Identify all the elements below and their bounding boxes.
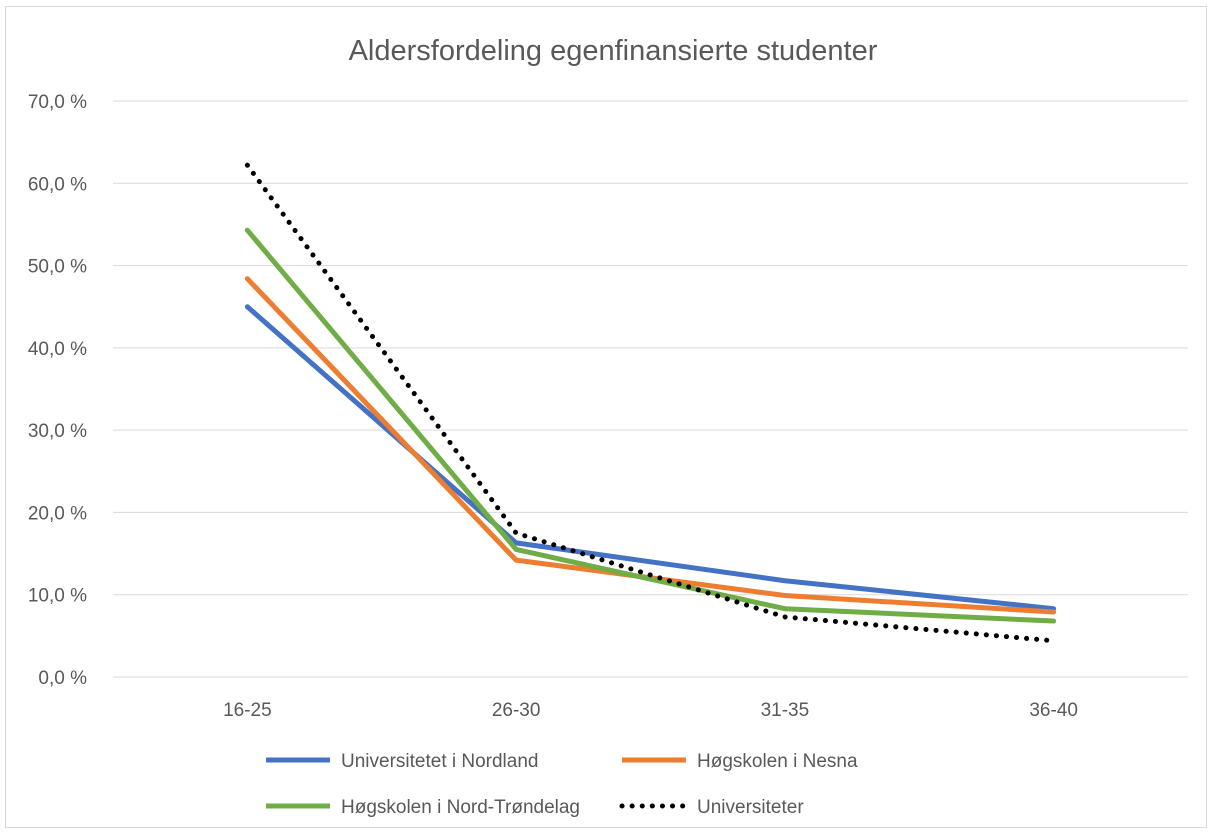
y-tick-label: 70,0 % (28, 92, 87, 113)
series-line-4 (244, 162, 1057, 644)
y-axis-ticks: 0,0 % 10,0 % 20,0 % 30,0 % 40,0 % 50,0 % 60,0 … (28, 92, 87, 689)
legend-item: Høgskolen i Nesna (622, 751, 858, 772)
y-tick-label: 0,0 % (38, 668, 87, 689)
gridlines (113, 100, 1188, 678)
x-axis-ticks: 16-25 26-30 31-35 36-40 (223, 700, 1078, 721)
chart-frame (5, 6, 1207, 828)
legend-label: Universiteter (697, 797, 804, 818)
y-tick-label: 50,0 % (28, 257, 87, 278)
series-lines (244, 162, 1057, 644)
x-tick-label: 31-35 (761, 700, 810, 721)
legend-label: Høgskolen i Nord-Trøndelag (341, 797, 580, 818)
x-tick-label: 16-25 (223, 700, 272, 721)
x-tick-label: 36-40 (1029, 700, 1078, 721)
legend-item: Universitetet i Nordland (266, 751, 538, 772)
y-tick-label: 10,0 % (28, 586, 87, 607)
legend-label: Universitetet i Nordland (341, 751, 538, 772)
legend-item: Universiteter (619, 797, 804, 818)
y-tick-label: 60,0 % (28, 174, 87, 195)
legend-item: Høgskolen i Nord-Trøndelag (266, 797, 580, 818)
chart-title: Aldersfordeling egenfinansierte studente… (349, 35, 878, 67)
y-tick-label: 40,0 % (28, 339, 87, 360)
legend: Universitetet i Nordland Høgskolen i Nesn… (266, 751, 858, 818)
legend-label: Høgskolen i Nesna (697, 751, 858, 772)
y-tick-label: 20,0 % (28, 503, 87, 524)
series-line-1 (244, 304, 1057, 612)
x-tick-label: 26-30 (492, 700, 541, 721)
y-tick-label: 30,0 % (28, 421, 87, 442)
series-line-3 (244, 227, 1057, 624)
